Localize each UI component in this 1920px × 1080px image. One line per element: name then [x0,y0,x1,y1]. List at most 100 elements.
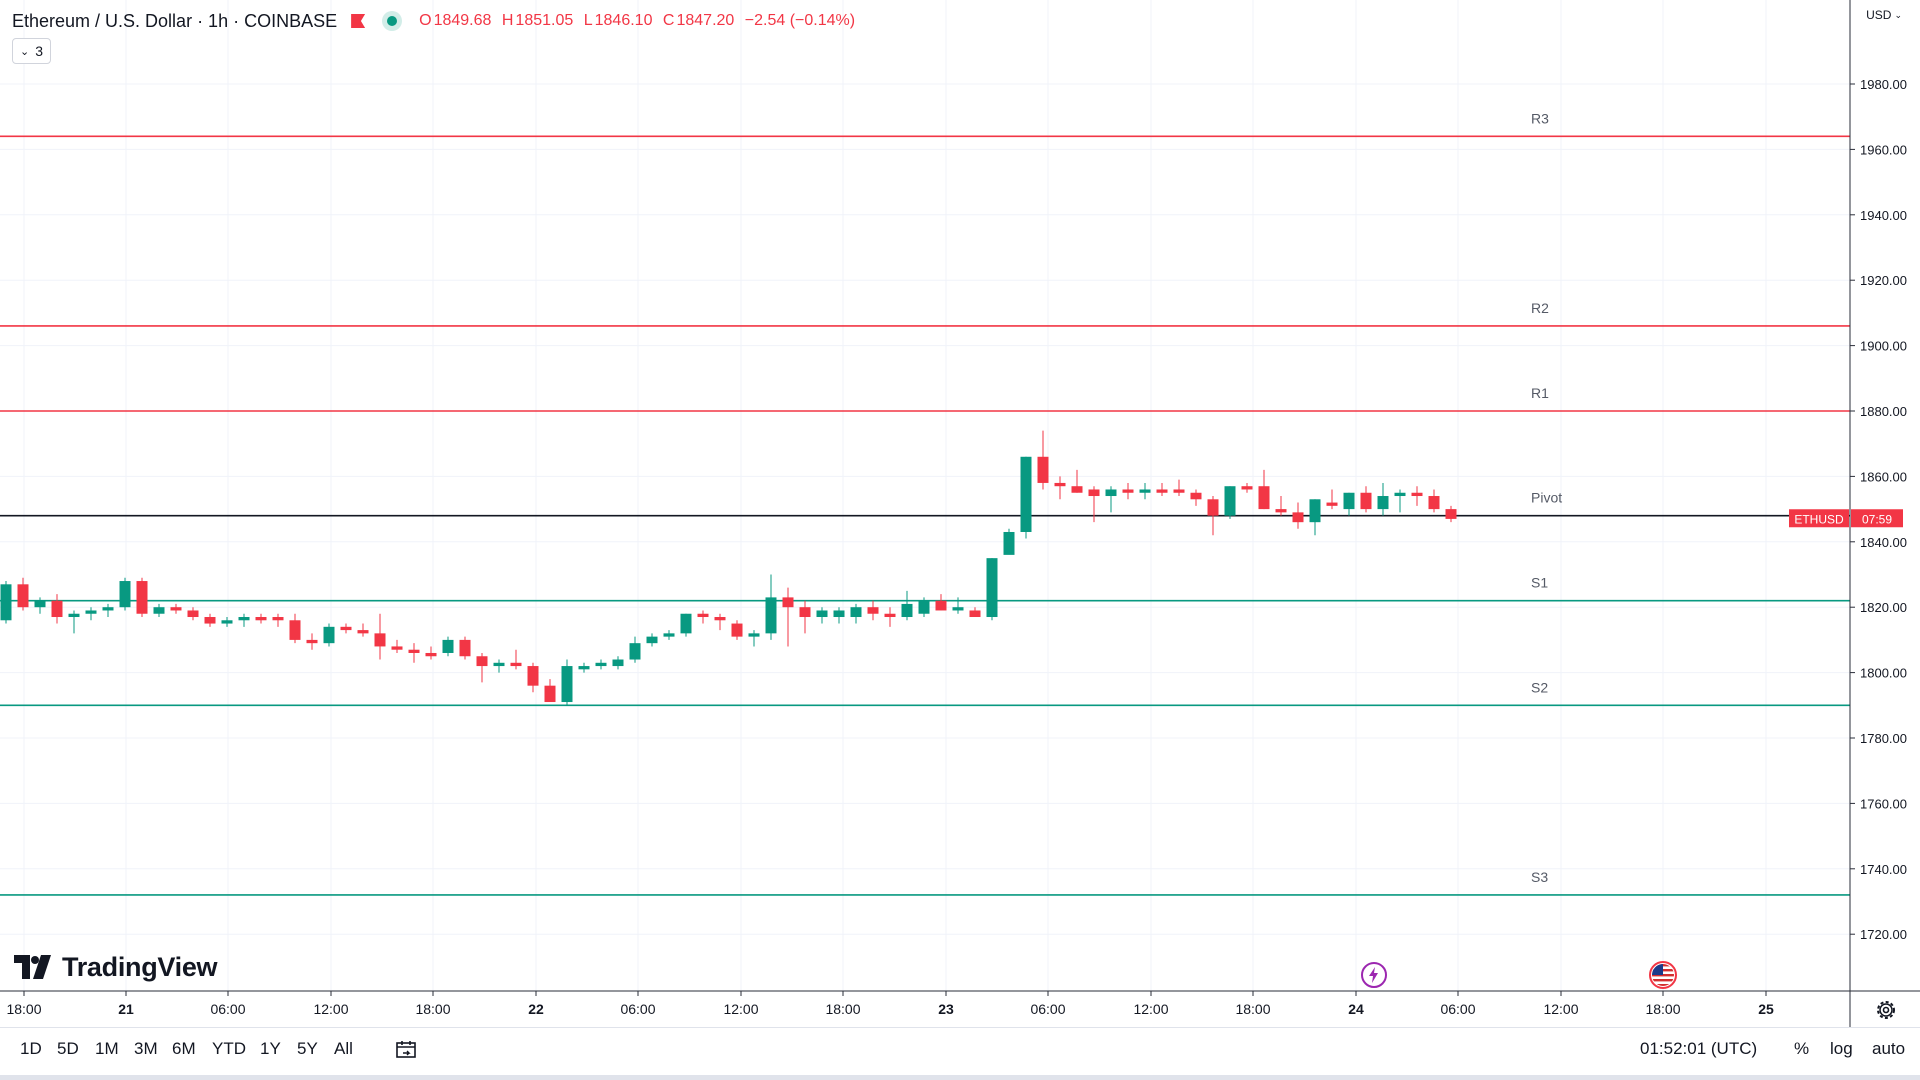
candle-body [408,649,420,653]
candle-body [459,639,471,657]
x-tick-label: 06:00 [620,1001,655,1017]
y-tick-label: 1940.00 [1860,208,1907,223]
auto-toggle[interactable]: auto [1872,1039,1906,1058]
candle [408,643,420,663]
candle-body [1105,489,1117,497]
chart-legend: Ethereum / U.S. Dollar · 1h · COINBASE O… [12,8,855,34]
flag-icon[interactable] [351,14,366,28]
chevron-down-icon: ⌄ [1894,9,1902,20]
bottom-toolbar: 1D 5D 1M 3M 6M YTD 1Y 5Y All 01:52:01 (U… [0,1027,1920,1075]
us-flag-event-icon[interactable] [1649,961,1677,989]
timeframe-1m[interactable]: 1M [95,1039,119,1058]
percent-toggle[interactable]: % [1794,1039,1810,1058]
timeframe-1y[interactable]: 1Y [260,1039,281,1058]
candle [1377,482,1389,516]
timeframe-3m[interactable]: 3M [134,1039,158,1058]
x-tick-label: 18:00 [415,1001,450,1017]
candle [34,597,46,614]
candle-body [646,636,658,644]
candle-body [663,633,675,637]
candle [680,613,692,637]
timeframe-all[interactable]: All [334,1039,353,1058]
lightning-event-icon[interactable] [1360,961,1388,989]
candle-body [510,662,522,667]
candle [1088,486,1100,523]
candle-body [102,607,114,611]
candle [901,590,913,621]
candle-body [833,610,845,618]
x-tick-label: 18:00 [825,1001,860,1017]
candle [952,597,964,614]
candle-body [255,617,267,621]
high-label: H [501,12,514,29]
log-toggle[interactable]: log [1830,1039,1853,1058]
date-range-icon[interactable] [394,1039,418,1061]
x-tick-label: 12:00 [1543,1001,1578,1017]
candle [646,633,658,647]
candle-body [544,685,556,703]
currency-selector[interactable]: USD ⌄ [1866,8,1902,22]
candle-body [0,584,12,621]
y-tick-label: 1980.00 [1860,77,1907,92]
candle-body [986,558,998,618]
candle [1020,456,1032,539]
candle-body [1173,489,1185,493]
candle-body [1241,486,1253,490]
candle-body [1207,499,1219,516]
candle-body [51,600,63,618]
candle [1258,469,1270,510]
y-tick-label: 1840.00 [1860,535,1907,550]
candle [527,662,539,693]
candle [1343,492,1355,516]
chart-grid [0,0,1850,991]
candle [544,679,556,703]
candle [425,646,437,660]
candle-body [1003,531,1015,555]
candle [1326,489,1338,510]
candle [969,607,981,618]
change-value: −2.54 (−0.14%) [744,12,856,29]
tradingview-logo[interactable]: TradingView [14,950,218,984]
candle [1207,496,1219,536]
candle [782,587,794,647]
y-tick-label: 1820.00 [1860,600,1907,615]
candle-body [493,662,505,667]
level-label-r1: R1 [1531,385,1549,401]
candle [204,613,216,627]
candle-body [34,600,46,608]
settings-gear-icon[interactable] [1874,998,1898,1022]
timeframe-6m[interactable]: 6M [172,1039,196,1058]
candle-body [323,626,335,644]
indicators-toggle[interactable]: ⌄ 3 [12,38,52,64]
candle [765,574,777,640]
timeframe-1d[interactable]: 1D [20,1039,42,1058]
low-label: L [583,12,593,29]
symbol-title[interactable]: Ethereum / U.S. Dollar · 1h · COINBASE [12,10,338,31]
timeframe-ytd[interactable]: YTD [212,1039,246,1058]
symbol-tag-bg [1789,509,1849,528]
candle [238,613,250,627]
candle [391,639,403,653]
candle [1054,476,1066,500]
timeframe-5d[interactable]: 5D [57,1039,79,1058]
candle-body [221,620,233,624]
candle [799,600,811,634]
x-tick-label: 21 [118,1001,134,1017]
candle [102,603,114,618]
candle-body [68,613,80,618]
candle-body [1428,496,1440,510]
candle-body [1275,509,1287,513]
pivot-levels: R3 R2 R1 Pivot S1 S2 S3 [0,110,1850,896]
candle [1173,479,1185,497]
candle [510,649,522,670]
y-tick-label: 1880.00 [1860,404,1907,419]
x-tick-label: 23 [938,1001,954,1017]
x-tick-label: 06:00 [1030,1001,1065,1017]
candle [1190,489,1202,506]
candle-body [204,617,216,624]
timeframe-5y[interactable]: 5Y [297,1039,318,1058]
candle-body [680,613,692,634]
utc-clock[interactable]: 01:52:01 (UTC) [1640,1039,1758,1058]
candle-body [1309,499,1321,523]
